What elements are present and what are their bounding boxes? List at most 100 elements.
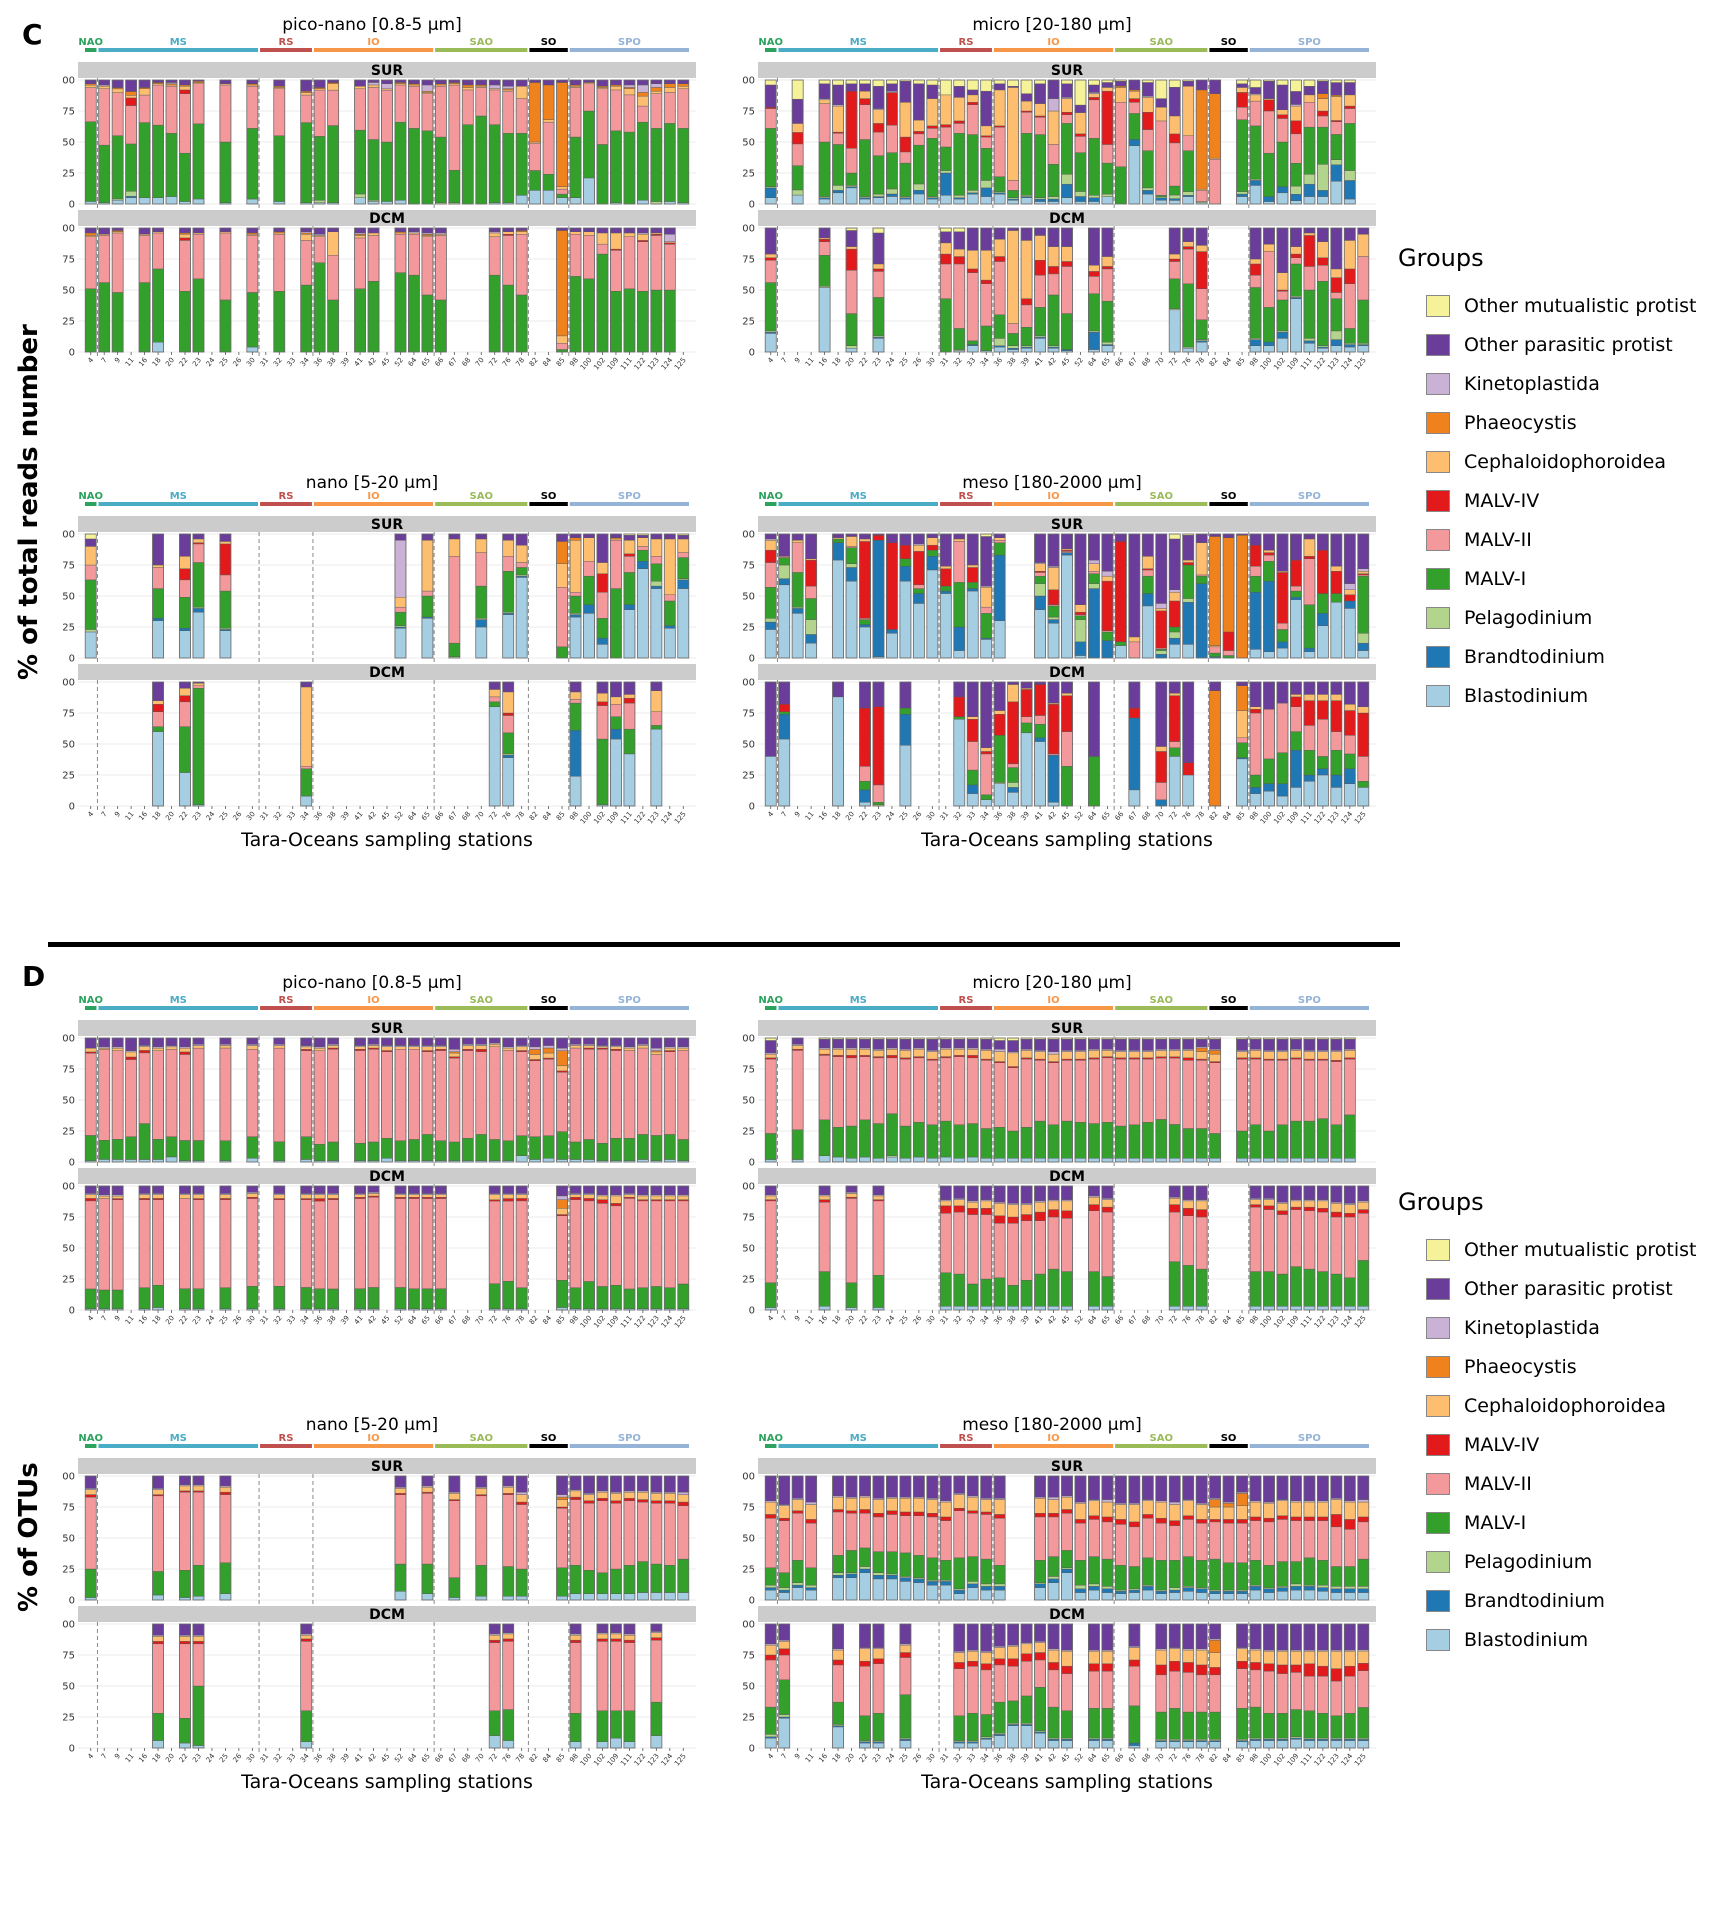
y-tick-label: 25 xyxy=(742,771,755,782)
bar-segment-malv-i xyxy=(872,802,885,805)
bar-segment-other-parasitic-protist xyxy=(273,1037,285,1045)
bar-segment-other-parasitic-protist xyxy=(179,1623,191,1636)
bar-segment-cephaloidophoroidea xyxy=(765,1195,777,1200)
bar-segment-malv-i xyxy=(273,291,285,353)
bar-segment-cephaloidophoroidea xyxy=(421,539,434,592)
bar-segment-malv-i xyxy=(475,1565,487,1597)
bar-segment-malv-i xyxy=(1034,1273,1046,1307)
bar-segment-malv-i xyxy=(556,646,568,659)
bar-segment-malv-ii xyxy=(394,606,407,613)
bar-segment-malv-ii xyxy=(1007,1067,1019,1132)
bar-segment-malv-i xyxy=(596,1572,609,1595)
bar-segment-cephaloidophoroidea xyxy=(542,1052,555,1059)
bar-outline xyxy=(805,533,818,659)
bar-segment-cephaloidophoroidea xyxy=(899,1498,912,1513)
x-tick-label: 24 xyxy=(205,810,217,822)
bar-segment-malv-ii xyxy=(1128,1058,1141,1126)
stacked-bar-sur-station-84 xyxy=(542,1037,555,1163)
bar-segment-malv-i xyxy=(1047,1124,1060,1159)
bar-segment-blastodinium xyxy=(832,559,844,659)
bar-segment-malv-iv xyxy=(967,1208,979,1215)
stacked-bar-sur-station-52 xyxy=(1074,79,1087,205)
bar-segment-malv-ii xyxy=(421,1051,434,1135)
bar-segment-blastodinium xyxy=(899,1581,912,1601)
x-tick-label: 42 xyxy=(366,356,378,368)
bar-segment-malv-ii xyxy=(394,233,407,273)
x-tick-label: 45 xyxy=(1060,810,1072,822)
bar-segment-malv-i xyxy=(1074,1560,1087,1586)
bar-segment-cephaloidophoroidea xyxy=(1317,98,1329,112)
stacked-bar-sur-station-100 xyxy=(1263,1037,1275,1163)
bar-segment-malv-i xyxy=(623,1565,636,1594)
bar-segment-blastodinium xyxy=(569,616,582,659)
x-tick-label: 26 xyxy=(912,810,924,822)
bar-segment-cephaloidophoroidea xyxy=(1236,1051,1248,1059)
bar-segment-malv-ii xyxy=(569,1047,582,1143)
bar-segment-brandtodinium xyxy=(899,1577,912,1582)
bar-segment-malv-ii xyxy=(1209,1062,1221,1134)
bar-segment-malv-ii xyxy=(111,232,124,293)
bar-segment-other-parasitic-protist xyxy=(152,227,164,232)
bar-segment-malv-iv xyxy=(1061,112,1073,115)
region-label-spo: SPO xyxy=(1298,37,1321,48)
bar-segment-brandtodinium xyxy=(596,637,609,645)
stacked-bar-dcm-station-102 xyxy=(596,227,609,353)
bar-segment-other-parasitic-protist xyxy=(515,1037,528,1046)
bar-segment-cephaloidophoroidea xyxy=(246,1193,259,1198)
stacked-bar-sur-station-76 xyxy=(502,533,515,659)
bar-segment-malv-i xyxy=(179,726,191,773)
bar-segment-malv-ii xyxy=(832,1511,844,1556)
bar-segment-cephaloidophoroidea xyxy=(569,691,582,700)
bar-segment-kinetoplastida xyxy=(650,83,663,88)
stacked-bar-dcm-station-102 xyxy=(1276,227,1289,353)
stacked-bar-sur-station-45 xyxy=(381,79,393,205)
stacked-bar-dcm-station-7 xyxy=(778,681,791,807)
bar-segment-malv-i xyxy=(765,1567,777,1586)
bar-segment-other-mutualistic-protist xyxy=(1169,533,1181,540)
x-tick-label: 9 xyxy=(113,810,122,819)
x-tick-label: 52 xyxy=(1073,810,1085,822)
bar-segment-malv-iv xyxy=(1061,1509,1073,1514)
bar-segment-brandtodinium xyxy=(1249,787,1262,794)
bar-segment-cephaloidophoroidea xyxy=(569,1634,582,1641)
bar-segment-malv-i xyxy=(489,124,501,203)
bar-segment-other-parasitic-protist xyxy=(623,681,636,695)
bar-segment-malv-i xyxy=(448,1577,461,1598)
x-tick-label: 23 xyxy=(191,810,203,822)
bar-segment-malv-ii xyxy=(1020,716,1033,724)
x-tick-label: 41 xyxy=(1033,1314,1045,1326)
bar-segment-malv-i xyxy=(1115,1125,1127,1159)
bar-segment-other-parasitic-protist xyxy=(886,1039,898,1049)
bar-segment-malv-i xyxy=(502,1709,514,1741)
bar-segment-malv-i xyxy=(448,169,461,203)
bar-outline xyxy=(354,1037,366,1163)
bar-outline xyxy=(1020,1037,1033,1163)
bar-segment-other-parasitic-protist xyxy=(1249,227,1262,260)
bar-segment-malv-ii xyxy=(1209,646,1221,654)
bar-segment-malv-ii xyxy=(596,705,609,740)
bar-segment-malv-ii xyxy=(1128,1526,1141,1567)
x-tick-label: 38 xyxy=(1006,356,1018,368)
bar-segment-brandtodinium xyxy=(1088,197,1100,202)
bar-segment-other-mutualistic-protist xyxy=(1276,79,1289,86)
x-tick-label: 82 xyxy=(528,1314,540,1326)
bar-segment-cephaloidophoroidea xyxy=(1061,692,1073,696)
bar-segment-other-parasitic-protist xyxy=(1074,104,1087,113)
bar-segment-other-parasitic-protist xyxy=(313,227,326,235)
bar-segment-cephaloidophoroidea xyxy=(1047,246,1060,267)
bar-segment-malv-ii xyxy=(993,126,1006,177)
bar-segment-other-parasitic-protist xyxy=(542,79,555,86)
bar-outline xyxy=(125,79,138,205)
depth-label-sur: SUR xyxy=(371,517,403,533)
bar-segment-cephaloidophoroidea xyxy=(845,1193,858,1198)
bar-segment-malv-iv xyxy=(940,124,952,128)
bar-outline xyxy=(1007,1037,1020,1163)
bar-segment-other-parasitic-protist xyxy=(1169,538,1181,590)
bar-segment-malv-i xyxy=(872,155,885,195)
bar-segment-malv-i xyxy=(1317,281,1329,347)
stacked-bar-sur-station-38 xyxy=(327,79,340,205)
bar-segment-cephaloidophoroidea xyxy=(408,1194,420,1198)
bar-outline xyxy=(623,79,636,205)
bar-segment-cephaloidophoroidea xyxy=(192,1636,205,1642)
bar-segment-malv-ii xyxy=(1276,1060,1289,1126)
